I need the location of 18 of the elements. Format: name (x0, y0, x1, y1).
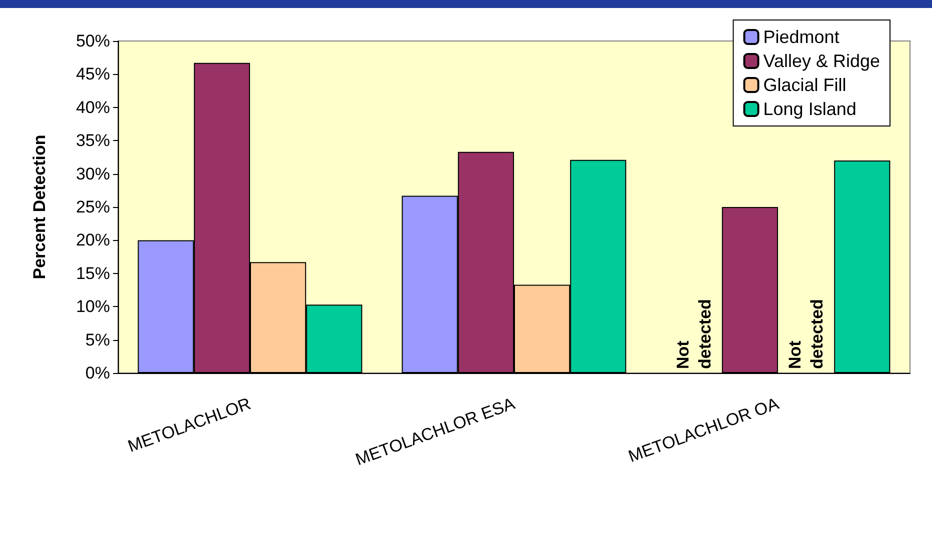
annotation: Not detected (786, 299, 827, 369)
legend-label: Piedmont (763, 27, 840, 47)
y-tick-label: 15% (76, 264, 110, 283)
y-axis-title: Percent Detection (30, 134, 49, 280)
legend-label: Long Island (763, 99, 856, 119)
legend-label: Valley & Ridge (763, 51, 880, 71)
y-tick-label: 30% (76, 164, 110, 184)
y-tick-label: 10% (76, 297, 110, 316)
y-tick-label: 35% (76, 131, 110, 150)
y-tick-label: 25% (76, 198, 110, 216)
annotation: Not detected (673, 299, 714, 369)
y-tick-label: 45% (76, 64, 110, 84)
y-tick-label: 0% (85, 364, 110, 382)
y-tick-label: 40% (76, 98, 110, 117)
y-tick-label: 50% (76, 32, 110, 50)
y-tick-label: 20% (76, 230, 110, 250)
y-tick-label: 5% (85, 330, 110, 350)
legend-label: Glacial Fill (763, 75, 846, 95)
